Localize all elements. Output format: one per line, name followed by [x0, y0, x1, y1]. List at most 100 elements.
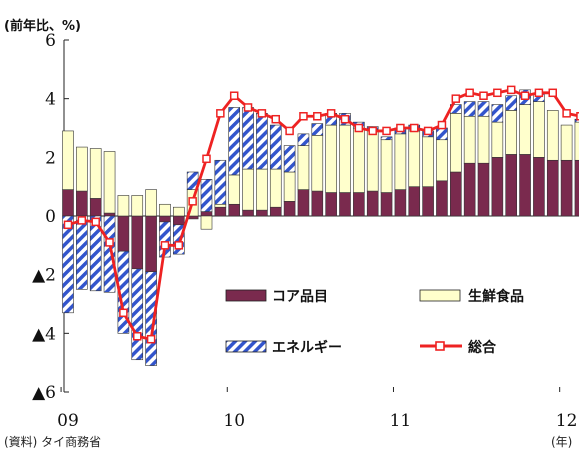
bar-core	[533, 157, 545, 217]
bar-energy	[311, 123, 324, 136]
bar-fresh	[269, 168, 282, 208]
unit-label: (前年比、%)	[4, 18, 81, 34]
bar-fresh	[214, 203, 227, 208]
line-total-point	[271, 114, 280, 124]
line-total-point	[257, 109, 267, 118]
bar-core	[89, 198, 102, 217]
line-total-point	[382, 126, 391, 136]
bar-core	[214, 206, 227, 217]
bar-energy	[436, 127, 448, 141]
line-total-point	[326, 109, 336, 118]
bar-energy	[491, 104, 504, 123]
bar-core	[366, 190, 379, 217]
bar-fresh	[380, 139, 393, 193]
y-tick-label: 4	[45, 90, 56, 110]
y-tick-label: 2	[45, 148, 56, 168]
bar-fresh	[256, 168, 268, 211]
bar-core	[339, 192, 351, 217]
legend-label-core: コア品目	[272, 289, 328, 305]
bar-core	[103, 212, 116, 217]
bar-core	[477, 162, 490, 217]
bar-fresh	[477, 115, 490, 164]
bar-energy	[477, 101, 490, 117]
x-tick-label: 09	[57, 411, 79, 431]
bar-energy	[200, 179, 213, 212]
bar-core	[519, 154, 531, 217]
line-total-point	[368, 126, 377, 136]
bar-core	[449, 171, 462, 217]
legend-marker-total	[435, 341, 445, 351]
line-total-point	[202, 154, 211, 164]
y-tick-label: 0	[45, 207, 56, 227]
bar-fresh	[173, 206, 185, 217]
bar-energy	[269, 124, 282, 170]
line-total-point	[548, 88, 557, 98]
bar-fresh	[546, 110, 559, 161]
legend-label-fresh: 生鮮食品	[468, 288, 524, 305]
bar-core	[491, 157, 504, 217]
bar-core	[436, 180, 448, 217]
line-total-point	[285, 126, 294, 136]
bar-core	[325, 192, 337, 217]
y-tick-label: ▲4	[32, 324, 56, 344]
bar-energy	[214, 159, 227, 205]
bar-core	[560, 159, 573, 217]
legend-swatch-energy	[225, 340, 267, 353]
bar-energy	[117, 250, 130, 334]
bar-fresh	[311, 135, 324, 192]
bar-core	[505, 154, 518, 217]
line-total-point	[465, 88, 474, 98]
bar-core	[256, 209, 268, 217]
bar-energy	[463, 101, 476, 117]
line-total-point	[216, 109, 225, 118]
line-total-point	[63, 220, 73, 230]
bar-core	[546, 159, 559, 217]
bar-core	[311, 190, 324, 217]
bar-core	[297, 189, 310, 217]
bar-core	[200, 211, 213, 217]
bar-fresh	[366, 129, 379, 192]
line-total-point	[354, 123, 364, 133]
bar-core	[269, 206, 282, 217]
bar-energy	[228, 107, 240, 176]
bar-fresh	[491, 121, 504, 158]
bar-fresh	[200, 215, 213, 230]
bar-core	[353, 192, 365, 217]
bar-fresh	[519, 104, 531, 155]
line-total-point	[479, 91, 488, 100]
bar-fresh	[145, 189, 157, 217]
legend-swatch-core	[225, 289, 267, 302]
bar-energy	[89, 215, 102, 292]
bar-fresh	[62, 130, 74, 190]
y-tick-label: 6	[45, 31, 56, 51]
bar-fresh	[505, 110, 518, 155]
bar-fresh	[228, 174, 240, 205]
bar-core	[463, 162, 476, 217]
bar-energy	[173, 224, 185, 255]
line-total-point	[562, 109, 571, 118]
bar-fresh	[89, 148, 102, 199]
bar-energy	[297, 133, 310, 146]
bar-core	[574, 159, 579, 217]
y-tick-label: ▲2	[32, 266, 56, 286]
bar-core	[242, 209, 254, 217]
bar-fresh	[353, 127, 365, 193]
bar-fresh	[325, 124, 337, 193]
bar-energy	[62, 215, 74, 314]
line-total-point	[146, 334, 156, 344]
bar-core	[145, 215, 157, 273]
line-total-point	[160, 241, 170, 250]
legend: コア品目 生鮮食品 エネルギー 総合	[225, 288, 524, 356]
bar-core	[131, 215, 144, 270]
bar-core	[173, 215, 185, 226]
line-total-point	[105, 238, 114, 247]
bar-energy	[145, 271, 157, 366]
bar-fresh	[76, 146, 88, 192]
bar-energy	[380, 136, 393, 141]
bar-fresh	[408, 130, 421, 187]
bar-energy	[283, 145, 296, 173]
bar-energy	[256, 113, 268, 170]
bar-core	[159, 215, 171, 223]
bar-energy	[131, 268, 144, 361]
